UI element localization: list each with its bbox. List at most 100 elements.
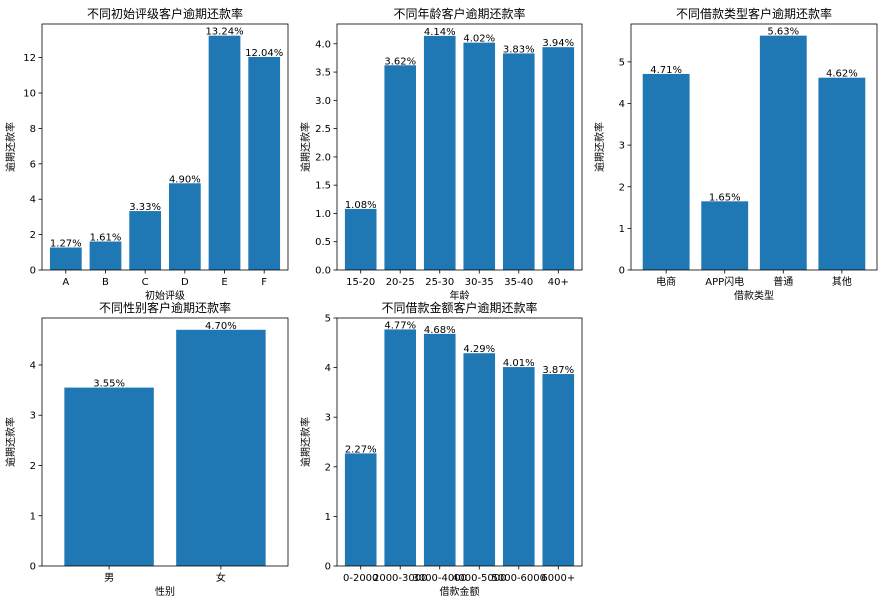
y-tick-label: 1.5: [315, 181, 331, 192]
y-tick-label: 3: [619, 141, 625, 152]
y-tick-label: 1: [325, 512, 331, 523]
x-tick-label: 3000-4000: [412, 573, 467, 584]
bar-5000-6000: [502, 367, 535, 566]
axes-frame: [336, 23, 583, 271]
y-tick-label: 2.0: [315, 152, 331, 163]
x-tick-label: D: [181, 277, 189, 288]
x-tick-label: 2000-3000: [373, 573, 428, 584]
data-label: 1.27%: [50, 239, 82, 250]
y-axis-label: 逾期还款率: [299, 417, 312, 467]
y-tick-label: 0.5: [315, 237, 331, 248]
x-axis-label: 借款金额: [440, 585, 480, 598]
axes-frame: [336, 317, 583, 567]
bar-普通: [759, 35, 807, 271]
x-tick-label: 6000+: [541, 573, 575, 584]
bar-3000-4000: [423, 333, 456, 566]
y-tick-label: 10: [23, 89, 36, 100]
x-tick-label: E: [221, 277, 227, 288]
x-tick-label: F: [261, 277, 267, 288]
bar-B: [89, 241, 122, 270]
x-tick-label: 普通: [773, 275, 793, 288]
data-label: 12.04%: [245, 48, 283, 59]
bar-男: [64, 387, 154, 566]
y-tick-label: 2: [619, 182, 625, 193]
bar-APP闪电: [701, 201, 749, 270]
y-tick-label: 4.0: [315, 39, 331, 50]
x-tick-label: 5000-6000: [492, 573, 547, 584]
y-tick-label: 3.5: [315, 68, 331, 79]
y-tick-label: 4: [619, 99, 625, 110]
y-tick-label: 8: [30, 124, 36, 135]
data-label: 3.62%: [384, 56, 416, 67]
x-tick-label: 电商: [656, 275, 676, 288]
data-label: 4.90%: [169, 174, 201, 185]
x-axis-label: 年龄: [450, 289, 470, 302]
data-label: 4.02%: [463, 34, 495, 45]
axes-frame: [41, 23, 289, 271]
panel-initial-rating: 1.27% 1.61% 3.33% 4.90% 13.24%12.04% 0 2 4 6 8 10 1…: [4, 6, 289, 302]
data-label: 4.62%: [826, 69, 858, 80]
y-tick-label: 0: [30, 266, 36, 277]
data-label: 4.29%: [463, 344, 495, 355]
bar-E: [208, 35, 241, 271]
x-tick-label: C: [142, 277, 149, 288]
x-tick-label: APP闪电: [705, 275, 744, 288]
y-tick-label: 0: [619, 266, 625, 277]
bar-40+: [542, 47, 575, 270]
y-tick-label: 2: [30, 230, 36, 241]
data-label: 4.14%: [424, 27, 456, 38]
data-label: 4.68%: [424, 325, 456, 336]
axes-frame: [41, 317, 289, 567]
data-label: 4.77%: [384, 320, 416, 331]
chart-title: 不同年龄客户逾期还款率: [393, 6, 525, 21]
x-tick-label: 25-30: [425, 277, 454, 288]
x-axis-label: 借款类型: [734, 289, 774, 302]
data-label: 2.27%: [345, 444, 377, 455]
y-tick-label: 0.0: [315, 266, 331, 277]
y-axis-label: 逾期还款率: [4, 417, 17, 467]
y-tick-label: 3.0: [315, 96, 331, 107]
data-label: 4.71%: [650, 65, 682, 76]
bar-20-25: [384, 65, 417, 270]
x-tick-label: 0-2000: [343, 573, 378, 584]
bar-0-2000: [344, 453, 377, 566]
y-tick-label: 1: [30, 511, 36, 522]
y-tick-label: 5: [619, 57, 625, 68]
x-tick-label: 其他: [832, 275, 852, 288]
panel-loan-amount: 2.27% 4.77% 4.68% 4.29% 4.01% 3.87% 0 1 2 3 4 5 0-20…: [299, 300, 583, 598]
y-tick-label: 4: [30, 360, 36, 371]
bar-30-35: [463, 42, 496, 270]
x-tick-label: 40+: [548, 277, 569, 288]
y-tick-label: 1.0: [315, 209, 331, 220]
y-tick-label: 2: [325, 462, 331, 473]
y-tick-label: 2: [30, 461, 36, 472]
y-tick-label: 0: [325, 562, 331, 573]
data-label: 4.70%: [205, 321, 237, 332]
x-axis-label: 性别: [155, 585, 175, 598]
y-axis-label: 逾期还款率: [4, 122, 17, 172]
y-tick-label: 5: [325, 314, 331, 325]
chart-title: 不同初始评级客户逾期还款率: [87, 6, 243, 21]
x-tick-label: 4000-5000: [452, 573, 507, 584]
y-tick-label: 0: [30, 562, 36, 573]
y-tick-label: 3: [325, 413, 331, 424]
data-label: 5.63%: [767, 27, 799, 38]
bar-女: [176, 329, 266, 566]
y-tick-label: 1: [619, 224, 625, 235]
x-tick-label: 35-40: [504, 277, 533, 288]
x-tick-label: 20-25: [386, 277, 415, 288]
bar-4000-5000: [463, 353, 496, 566]
y-tick-label: 6: [30, 159, 36, 170]
y-tick-label: 2.5: [315, 124, 331, 135]
data-label: 4.01%: [503, 358, 535, 369]
data-label: 1.65%: [709, 192, 741, 203]
data-label: 1.61%: [90, 233, 122, 244]
axes-frame: [630, 23, 878, 271]
x-tick-label: 30-35: [465, 277, 494, 288]
chart-title: 不同借款金额客户逾期还款率: [381, 300, 537, 315]
chart-title: 不同性别客户逾期还款率: [99, 300, 231, 315]
y-axis-label: 逾期还款率: [299, 122, 312, 172]
y-axis-label: 逾期还款率: [593, 122, 606, 172]
